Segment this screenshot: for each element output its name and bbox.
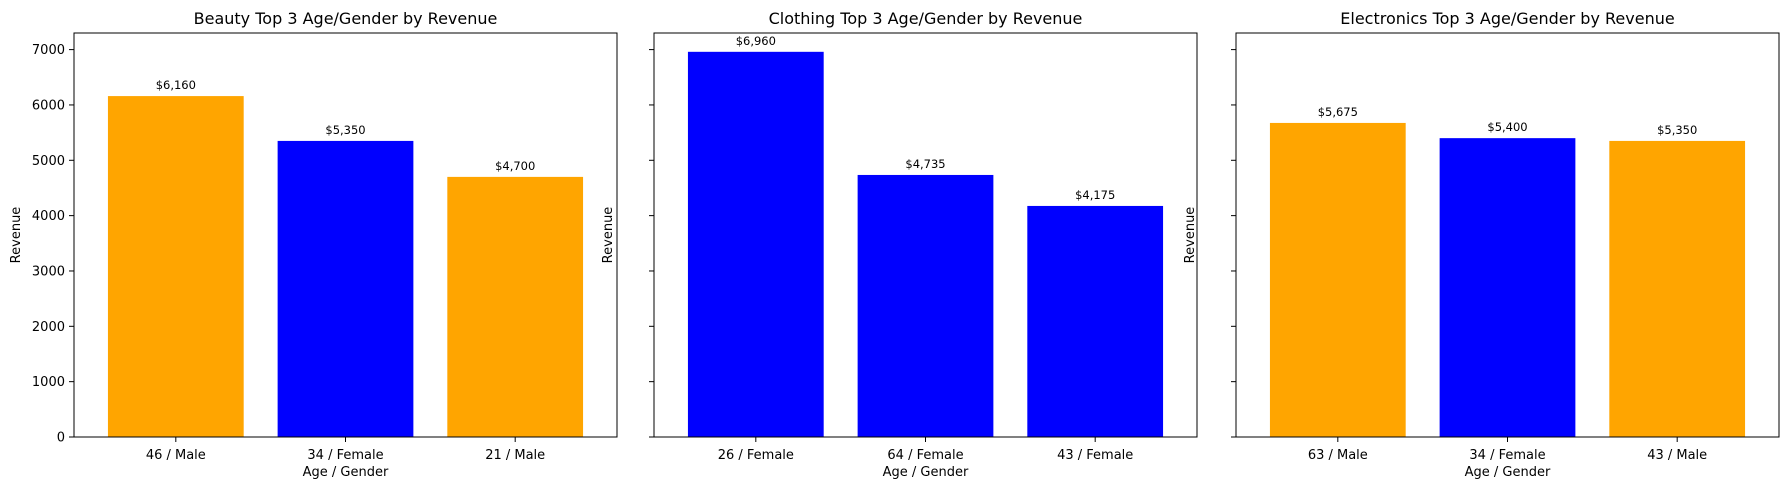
panel1-x-tick-label-2: 34 / Female	[307, 448, 383, 463]
panel2-plot-frame	[653, 32, 1198, 438]
panel1-bar-2	[277, 140, 414, 438]
panel1-bar-3	[447, 176, 584, 437]
panel3-bar-1	[1269, 122, 1406, 437]
panel1-y-tick-label-6: 6000	[32, 98, 65, 113]
panel2-x-tick-label-2: 64 / Female	[887, 448, 963, 463]
panel2-chart-title: Clothing Top 3 Age/Gender by Revenue	[769, 9, 1083, 28]
panel1-y-tick-label-2: 2000	[32, 320, 65, 335]
panel2-bar-3	[1027, 205, 1164, 437]
panel1-data-label-1: $6,160	[156, 78, 196, 92]
panel1-y-tick-label-0: 0	[57, 431, 65, 446]
panel1-x-axis-label: Age / Gender	[303, 465, 389, 480]
panel2-x-axis-label: Age / Gender	[883, 465, 969, 480]
panel1-x-tick-label-1: 46 / Male	[146, 448, 206, 463]
panel3-x-tick-label-3: 43 / Male	[1647, 448, 1707, 463]
panel2-data-label-3: $4,175	[1075, 188, 1115, 202]
panel2-data-label-2: $4,735	[905, 157, 945, 171]
panel3-plot-frame	[1235, 32, 1780, 438]
panel1-bar-1	[107, 96, 244, 438]
panel3-data-label-1: $5,675	[1318, 105, 1358, 119]
panel1-data-label-2: $5,350	[325, 123, 365, 137]
panel3-data-label-3: $5,350	[1657, 123, 1697, 137]
panel1-y-tick-label-4: 4000	[32, 209, 65, 224]
panel3-x-tick-label-1: 63 / Male	[1308, 448, 1368, 463]
panel2-y-axis-label: Revenue	[601, 207, 616, 264]
panel3-bar-3	[1609, 140, 1746, 438]
panel1-data-label-3: $4,700	[495, 159, 535, 173]
panel1-plot-frame	[73, 32, 618, 438]
panel3-x-axis-label: Age / Gender	[1465, 465, 1551, 480]
panel3-chart-title: Electronics Top 3 Age/Gender by Revenue	[1340, 9, 1674, 28]
panel2-bar-1	[687, 51, 824, 437]
panel3-x-tick-label-2: 34 / Female	[1469, 448, 1545, 463]
panel1-x-tick-label-3: 21 / Male	[485, 448, 545, 463]
panel1-y-axis-label: Revenue	[9, 207, 24, 264]
panel2-data-label-1: $6,960	[736, 34, 776, 48]
panel2-bar-2	[857, 174, 994, 437]
panel2-x-tick-label-3: 43 / Female	[1057, 448, 1133, 463]
panel1-y-tick-label-1: 1000	[32, 375, 65, 390]
panel1-y-tick-label-5: 5000	[32, 154, 65, 169]
panel3-y-axis-label: Revenue	[1183, 207, 1198, 264]
panel3-data-label-2: $5,400	[1487, 120, 1527, 134]
panel1-y-tick-label-3: 3000	[32, 264, 65, 279]
panel1-chart-title: Beauty Top 3 Age/Gender by Revenue	[194, 9, 498, 28]
panel2-x-tick-label-1: 26 / Female	[718, 448, 794, 463]
panel3-bar-2	[1439, 138, 1576, 437]
panel1-y-tick-label-7: 7000	[32, 43, 65, 58]
